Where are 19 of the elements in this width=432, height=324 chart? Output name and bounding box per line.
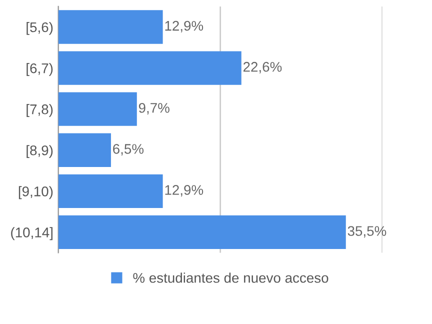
data-label: 12,9% — [165, 20, 204, 32]
bar — [58, 92, 137, 126]
y-tick-label: [6,7) — [26, 63, 53, 76]
y-tick-label: (10,14] — [11, 227, 52, 240]
data-label: 22,6% — [243, 62, 282, 74]
bar — [58, 133, 111, 167]
bar — [58, 51, 242, 85]
data-label: 6,5% — [113, 144, 144, 156]
y-tick-label: [5,6) — [26, 22, 53, 35]
y-tick-label: [9,10) — [18, 186, 53, 200]
data-label: 35,5% — [348, 226, 386, 238]
y-tick-label: [8,9) — [26, 145, 53, 158]
data-label: 12,9% — [165, 185, 204, 197]
bar — [58, 215, 346, 250]
bar — [58, 10, 163, 44]
data-label: 9,7% — [138, 102, 170, 114]
legend-label: % estudiantes de nuevo acceso — [133, 272, 328, 283]
y-tick-label: [7,8) — [26, 104, 53, 117]
bar — [58, 174, 163, 208]
